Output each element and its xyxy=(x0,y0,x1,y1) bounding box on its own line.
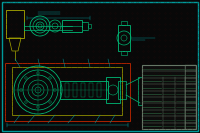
Bar xyxy=(185,116,196,123)
Bar xyxy=(12,67,122,115)
Bar xyxy=(142,65,196,129)
Bar xyxy=(185,91,196,97)
Bar xyxy=(185,65,196,71)
Bar xyxy=(185,78,196,84)
Bar xyxy=(82,22,88,30)
Bar xyxy=(121,51,127,55)
Bar xyxy=(6,10,24,38)
Bar xyxy=(118,25,130,51)
Bar xyxy=(185,97,196,103)
Bar xyxy=(65,83,69,97)
Bar xyxy=(121,21,127,25)
Bar xyxy=(81,83,85,97)
Bar xyxy=(73,83,77,97)
Bar xyxy=(185,71,196,78)
Bar xyxy=(138,77,148,105)
Bar xyxy=(5,63,130,121)
Bar xyxy=(60,81,108,99)
Bar xyxy=(97,83,101,97)
Bar xyxy=(106,77,120,103)
Bar xyxy=(185,103,196,110)
Bar xyxy=(88,24,91,28)
Bar xyxy=(118,81,126,99)
Bar xyxy=(185,84,196,91)
Bar xyxy=(185,123,196,129)
Bar xyxy=(89,83,93,97)
Bar xyxy=(62,20,82,32)
Bar xyxy=(185,110,196,116)
